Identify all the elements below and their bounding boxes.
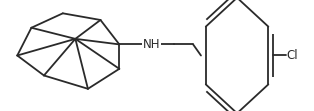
Text: Cl: Cl <box>286 49 298 62</box>
Text: NH: NH <box>143 38 160 51</box>
